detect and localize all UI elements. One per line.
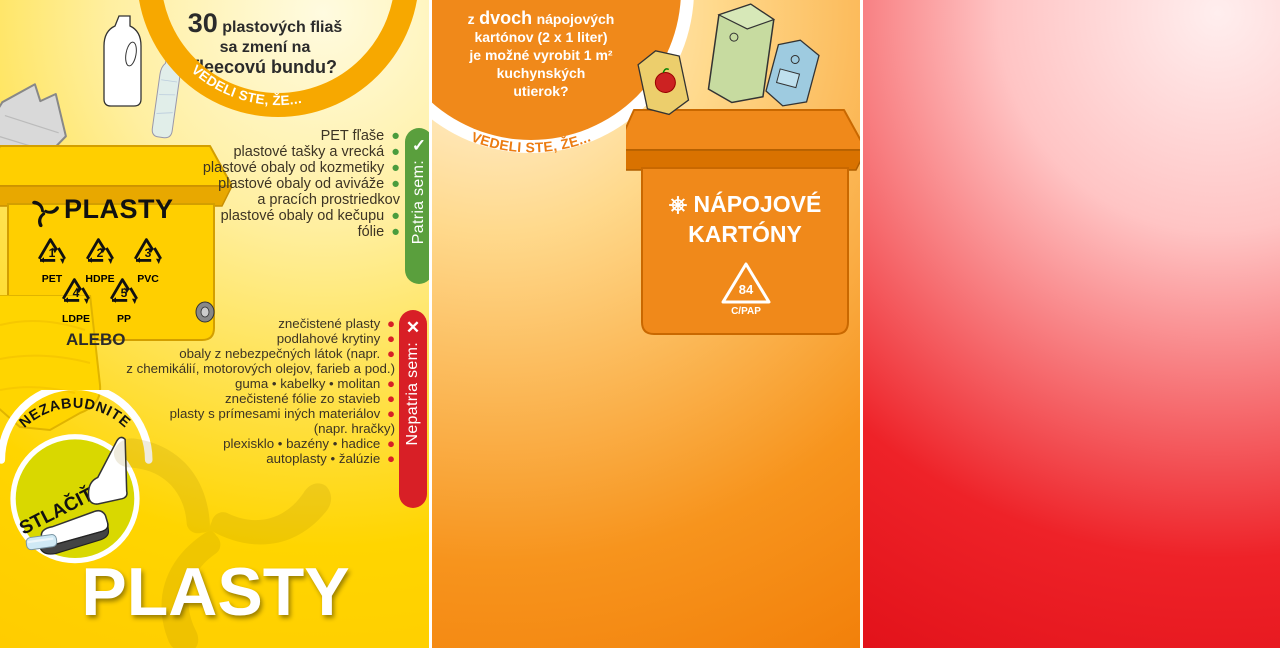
svg-text:C/PAP: C/PAP (731, 306, 761, 317)
svg-text:⎈ NÁPOJOVÉ: ⎈ NÁPOJOVÉ (669, 190, 822, 217)
svg-text:KARTÓNY: KARTÓNY (688, 220, 802, 247)
svg-text:VEDELI STE, ŽE...: VEDELI STE, ŽE... (189, 62, 303, 108)
svg-text:84: 84 (739, 282, 754, 297)
